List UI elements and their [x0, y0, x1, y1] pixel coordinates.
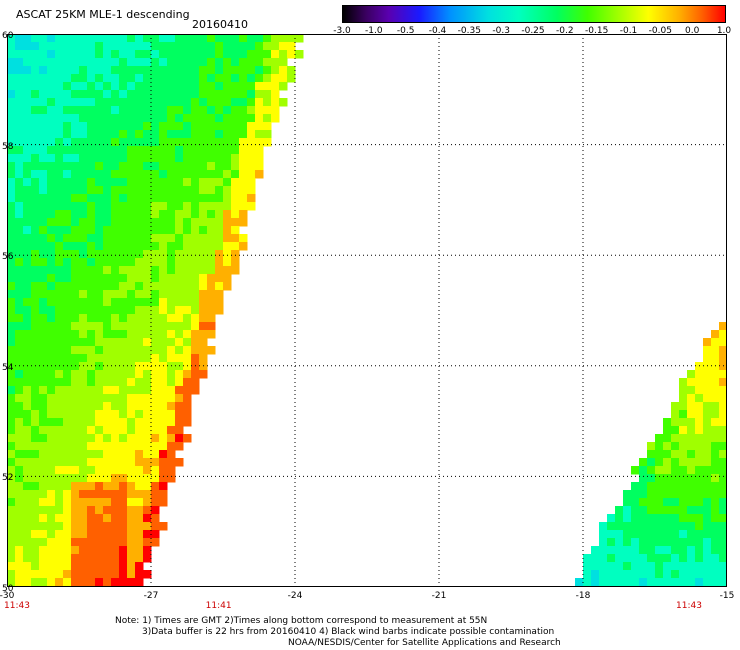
time-label: 11:43: [4, 601, 30, 611]
y-tick-label: 54: [2, 362, 14, 373]
colorbar-label: -3.0: [333, 26, 351, 36]
colorbar-label: -0.15: [585, 26, 609, 36]
map-title: ASCAT 25KM MLE-1 descending: [16, 8, 190, 21]
x-tick-label: -21: [431, 591, 447, 601]
colorbar-label: -0.1: [619, 26, 638, 36]
x-tick-label: -18: [575, 591, 591, 601]
colorbar-label: 0.0: [684, 26, 700, 36]
swath-left: [7, 34, 304, 587]
y-tick-label: 50: [2, 584, 14, 594]
colorbar-label: -0.25: [521, 26, 545, 36]
x-tick-label: -30: [0, 591, 15, 601]
colorbar-label: -0.05: [648, 26, 672, 36]
footer-note-1: Note: 1) Times are GMT 2)Times along bot…: [115, 616, 488, 626]
y-tick-label: 52: [2, 473, 14, 484]
colorbar-label: -0.5: [396, 26, 415, 36]
colorbar-label: -1.0: [365, 26, 383, 36]
colorbar-label: -0.4: [428, 26, 447, 36]
time-label: 11:43: [676, 601, 702, 611]
swath-right: [575, 322, 727, 587]
colorbar-label: -0.3: [492, 26, 510, 36]
colorbar-label: -0.35: [457, 26, 481, 36]
grid-lines: [7, 34, 727, 587]
x-tick-label: -15: [719, 591, 735, 601]
x-tick-label: -24: [287, 591, 303, 601]
y-tick-label: 56: [2, 252, 14, 263]
time-label: 11:41: [205, 601, 232, 611]
plot-frame: [7, 34, 727, 587]
map-plot: [7, 34, 727, 587]
colorbar: [342, 5, 726, 23]
footer-note-2: 3)Data buffer is 22 hrs from 20160410 4)…: [142, 627, 555, 637]
x-tick-label: -27: [143, 591, 159, 601]
colorbar-label: -0.2: [556, 26, 574, 36]
map-date: 20160410: [192, 18, 248, 31]
footer-credit: NOAA/NESDIS/Center for Satellite Applica…: [288, 638, 561, 648]
y-tick-label: 58: [2, 141, 14, 152]
colorbar-label: 1.0: [716, 26, 732, 36]
y-tick-label: 60: [2, 31, 14, 41]
